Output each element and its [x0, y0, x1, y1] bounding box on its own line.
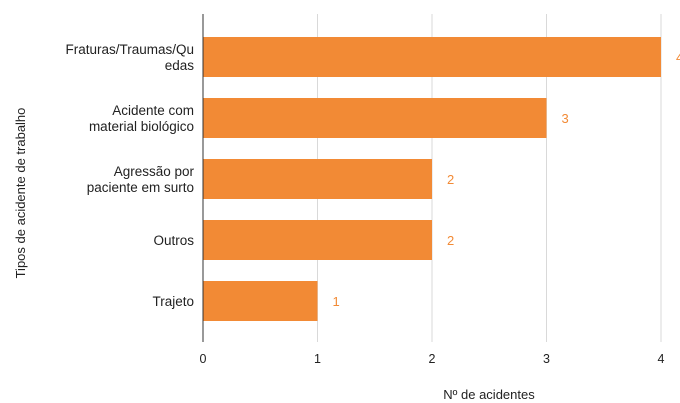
- x-tick-label-3: 3: [543, 352, 550, 366]
- category-labels: Fraturas/Traumas/Qu edas Acidente com mater…: [65, 42, 194, 309]
- bar-3: [203, 220, 432, 260]
- category-label-line: Acidente com: [112, 103, 194, 118]
- x-tick-label-0: 0: [200, 352, 207, 366]
- category-label-2: Agressão por paciente em surto: [87, 164, 195, 195]
- bar-4: [203, 281, 318, 321]
- data-label-0: 4: [676, 50, 680, 65]
- bars: [203, 37, 661, 321]
- data-label-3: 2: [447, 233, 454, 248]
- category-label-line: edas: [165, 58, 195, 73]
- category-label-4: Trajeto: [152, 294, 194, 309]
- x-tick-label-2: 2: [429, 352, 436, 366]
- x-axis-title: Nº de acidentes: [443, 387, 535, 402]
- bar-1: [203, 98, 547, 138]
- bar-2: [203, 159, 432, 199]
- data-labels: 4 3 2 2 1: [333, 50, 680, 309]
- data-label-4: 1: [333, 294, 340, 309]
- category-label-line: Agressão por: [114, 164, 195, 179]
- data-label-2: 2: [447, 172, 454, 187]
- bar-0: [203, 37, 661, 77]
- category-label-line: material biológico: [89, 119, 194, 134]
- y-axis-title: Tipos de acidente de trabalho: [13, 108, 28, 279]
- category-label-3: Outros: [153, 233, 194, 248]
- x-tick-labels: 0 1 2 3 4: [200, 352, 665, 366]
- category-label-line: Fraturas/Traumas/Qu: [65, 42, 194, 57]
- category-label-line: Outros: [153, 233, 194, 248]
- x-tick-label-1: 1: [314, 352, 321, 366]
- category-label-1: Acidente com material biológico: [89, 103, 194, 134]
- x-tick-label-4: 4: [658, 352, 665, 366]
- category-label-0: Fraturas/Traumas/Qu edas: [65, 42, 194, 73]
- category-label-line: Trajeto: [152, 294, 194, 309]
- category-label-line: paciente em surto: [87, 180, 194, 195]
- data-label-1: 3: [562, 111, 569, 126]
